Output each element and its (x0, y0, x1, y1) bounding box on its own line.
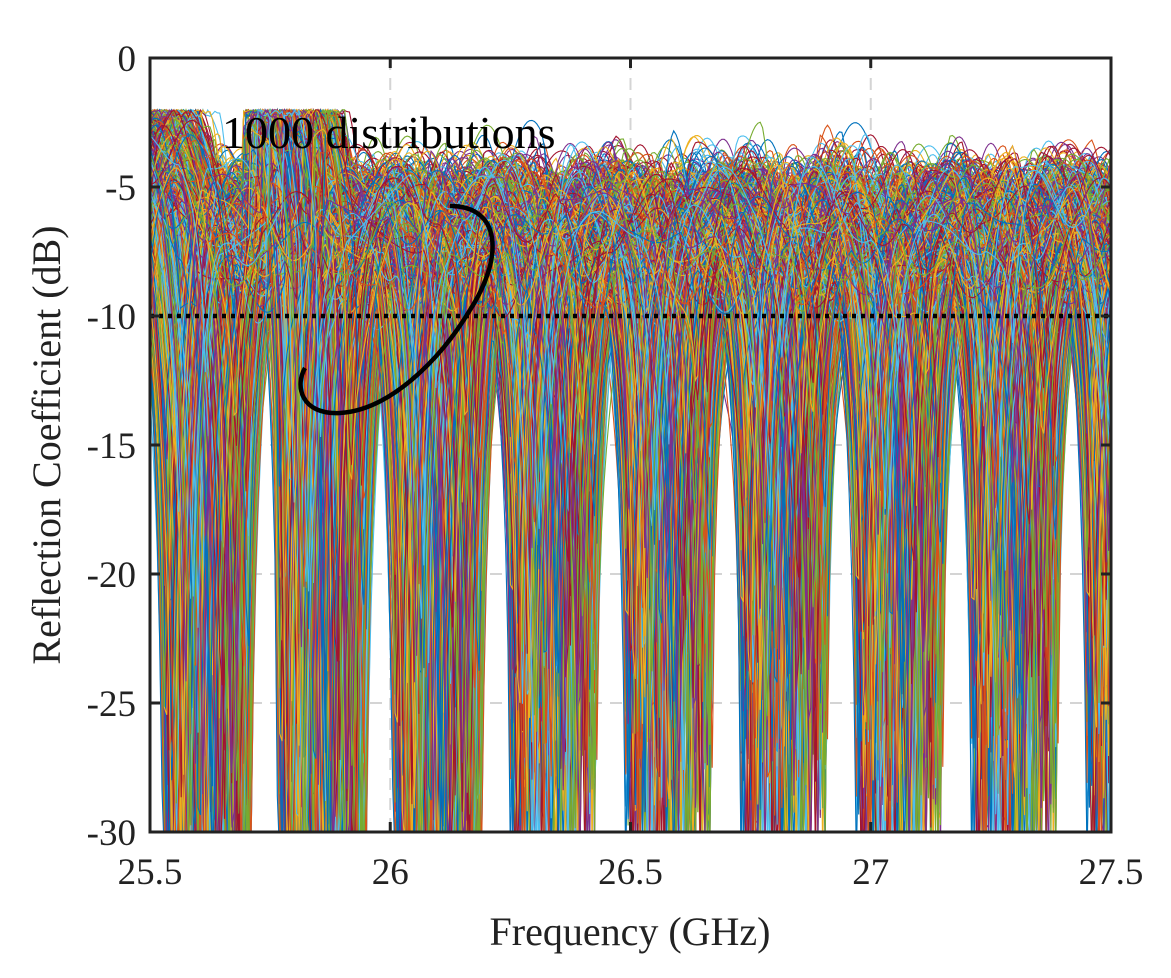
y-tick-label: -30 (87, 813, 136, 854)
y-tick-label: -25 (87, 684, 136, 725)
y-tick-label: -5 (105, 168, 136, 209)
y-axis-label: Reflection Coefficient (dB) (24, 225, 69, 664)
y-tick-label: 0 (118, 39, 137, 80)
y-tick-label: -20 (87, 555, 136, 596)
annotation-text: 1000 distributions (222, 107, 556, 158)
y-tick-label: -15 (87, 426, 136, 467)
x-tick-label: 27 (852, 852, 889, 893)
x-axis-label: Frequency (GHz) (490, 909, 771, 954)
y-tick-label: -10 (87, 297, 136, 338)
x-tick-label: 27.5 (1079, 852, 1144, 893)
x-tick-label: 25.5 (118, 852, 183, 893)
x-tick-label: 26.5 (598, 852, 663, 893)
x-tick-label: 26 (372, 852, 409, 893)
